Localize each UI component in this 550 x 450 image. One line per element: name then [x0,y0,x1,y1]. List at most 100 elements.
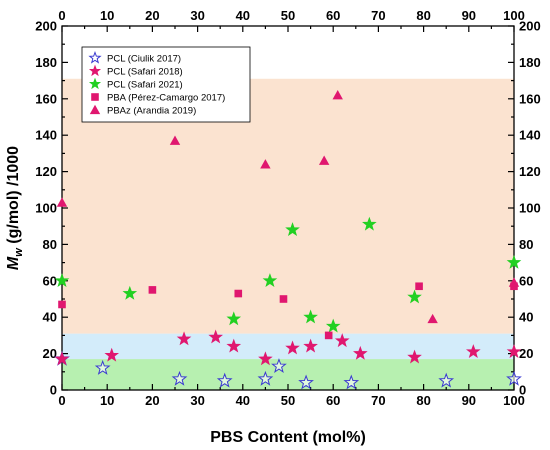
data-point [54,351,70,366]
data-point [298,374,314,390]
legend-box [81,46,251,123]
data-point [234,289,243,298]
legend-marker [88,77,102,90]
series-4 [56,89,520,324]
data-point [122,285,138,300]
series-1 [54,329,522,366]
data-point [271,358,287,374]
data-point [334,333,350,348]
legend-item: PCL (Ciulik 2017) [88,51,181,65]
data-point [506,370,522,386]
data-point [407,289,422,304]
data-points [54,89,522,390]
y-axis-title: Mw (g/mol) /1000 [5,146,25,270]
y-tick-label-right: 160 [519,91,541,106]
y-tick-label-left: 80 [43,237,57,252]
x-tick-label-bottom: 70 [371,393,385,408]
data-point [279,295,288,303]
x-tick-label-bottom: 20 [145,393,159,408]
data-point [353,345,368,360]
y-tick-label-left: 100 [35,201,57,216]
x-tick-label-top: 0 [58,8,65,23]
data-point [104,347,120,362]
x-tick-label-top: 50 [281,8,295,23]
data-point [285,340,300,355]
data-point [148,286,157,294]
legend-item: PBA (Pérez-Camargo 2017) [91,93,225,104]
data-point [176,331,192,346]
x-tick-label-bottom: 100 [503,393,525,408]
y-tick-label-left: 180 [35,55,57,70]
data-point [506,254,522,269]
axis-ticks [61,25,515,391]
data-point [226,311,242,326]
background-bands [62,78,514,390]
x-tick-label-top: 100 [503,8,525,23]
data-point [318,155,330,165]
x-tick-label-top: 70 [371,8,385,23]
x-tick-label-top: 60 [326,8,340,23]
data-point [362,216,377,231]
y-tick-label-left: 0 [50,383,57,398]
data-point [303,309,318,324]
y-tick-label-left: 160 [35,91,57,106]
legend-marker [88,64,102,77]
y-tick-label-right: 60 [519,273,533,288]
legend-item: PBAz (Arandia 2019) [89,104,196,117]
x-tick-label-bottom: 50 [281,393,295,408]
data-point [258,351,273,366]
y-tick-label-right: 140 [519,128,541,143]
y-tick-label-right: 100 [519,201,541,216]
x-tick-label-bottom: 60 [326,393,340,408]
x-tick-label-bottom: 0 [58,393,65,408]
x-tick-label-bottom: 80 [416,393,430,408]
data-point [257,370,274,386]
y-tick-label-right: 180 [519,55,541,70]
data-point [262,273,278,288]
x-tick-label-bottom: 30 [190,393,204,408]
x-axis-title: PBS Content (mol%) [210,429,366,446]
series-2 [54,216,522,333]
data-point [94,359,111,375]
y-tick-label-right: 40 [519,310,533,325]
tick-labels: 0010102020303040405050606070708080909010… [35,8,540,408]
legend-marker [89,104,101,115]
y-tick-label-left: 140 [35,128,57,143]
data-point [58,300,66,309]
legend-item: PCL (Safari 2021) [88,77,183,91]
y-tick-label-left: 40 [43,310,57,325]
data-point [303,338,318,353]
y-tick-label-right: 20 [519,346,533,361]
data-point [260,159,271,169]
legend-marker [88,51,102,64]
y-tick-label-left: 200 [35,19,57,34]
legend-marker [91,93,99,101]
y-tick-label-right: 80 [519,237,533,252]
y-tick-label-right: 200 [519,19,541,34]
y-axis-title-sub: w [13,247,25,257]
data-point [415,282,423,291]
y-tick-label-right: 0 [519,383,526,398]
y-tick-label-left: 120 [35,164,57,179]
data-point [169,135,181,145]
y-tick-label-left: 20 [43,346,57,361]
x-tick-label-top: 20 [145,8,159,23]
data-point [508,277,520,287]
x-tick-label-top: 30 [190,8,204,23]
data-point [216,372,233,388]
data-point [56,197,68,207]
data-point [427,313,438,324]
x-tick-label-top: 80 [416,8,430,23]
data-point [285,222,300,237]
legend: PCL (Ciulik 2017) PCL (Safari 2018) PCL (S… [81,46,251,123]
legend-label: PBA (Pérez-Camargo 2017) [107,93,225,104]
data-point [325,318,341,333]
x-tick-label-top: 90 [462,8,476,23]
y-tick-label-right: 120 [519,164,541,179]
legend-label: PCL (Safari 2018) [107,67,183,78]
x-tick-label-top: 10 [100,8,114,23]
data-point [171,370,188,386]
data-point [324,331,333,340]
x-tick-label-bottom: 40 [236,393,250,408]
x-tick-label-bottom: 10 [100,393,114,408]
